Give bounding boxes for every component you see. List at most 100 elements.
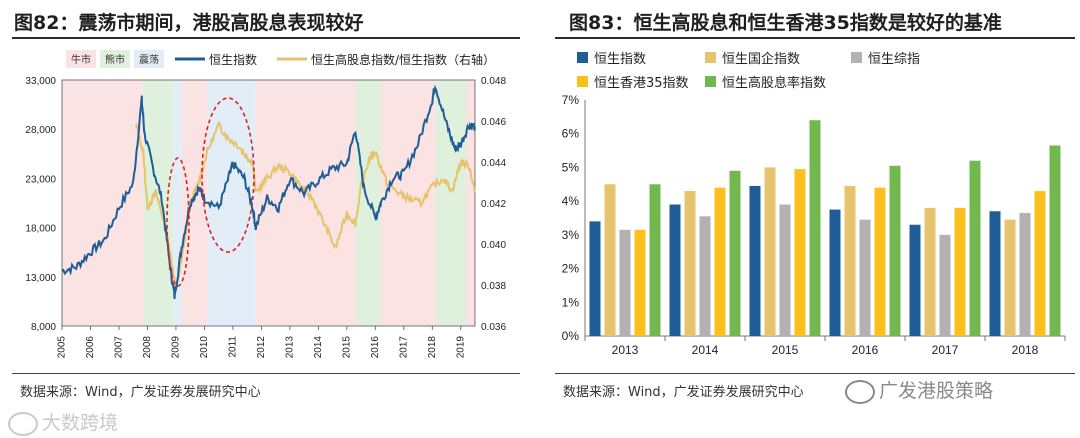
legend-label: 恒生综指 bbox=[868, 52, 920, 67]
bar-2014-3 bbox=[714, 187, 726, 336]
plot-frame bbox=[61, 79, 476, 327]
legend-regime-swatch bbox=[100, 50, 130, 68]
bar-2016-0 bbox=[829, 209, 841, 336]
bar-2013-3 bbox=[634, 229, 646, 336]
y-right-tick: 0.048 bbox=[481, 76, 506, 87]
bar-2016-1 bbox=[844, 185, 856, 336]
right-source-rule bbox=[555, 373, 1075, 374]
y-right-tick: 0.042 bbox=[481, 199, 506, 210]
left-source-rule bbox=[12, 373, 520, 374]
site-watermark: 大数跨境 bbox=[8, 408, 118, 436]
x-tick-label: 2010 bbox=[199, 336, 210, 359]
legend-swatch bbox=[705, 76, 716, 87]
legend-swatch bbox=[705, 52, 716, 63]
y-tick-label: 5% bbox=[562, 160, 580, 174]
y-tick-label: 4% bbox=[562, 194, 580, 208]
bar-2015-3 bbox=[794, 169, 806, 336]
y-right-tick: 0.040 bbox=[481, 240, 506, 251]
bar-2017-2 bbox=[939, 234, 951, 336]
y-left-tick: 18,000 bbox=[25, 224, 56, 235]
bar-2015-0 bbox=[749, 185, 761, 336]
highlight-ellipse-2010 bbox=[201, 97, 255, 253]
legend-ratio-label: 恒生高股息指数/恒生指数（右轴） bbox=[311, 52, 495, 67]
legend-label: 恒生国企指数 bbox=[722, 51, 800, 67]
y-left-tick: 13,000 bbox=[25, 273, 56, 284]
legend-swatch bbox=[851, 52, 862, 63]
bar-2014-4 bbox=[729, 170, 741, 336]
y-left-tick: 23,000 bbox=[25, 174, 56, 185]
y-left-tick: 28,000 bbox=[25, 125, 56, 136]
left-chart-title: 图82：震荡市期间，港股高股息表现较好 bbox=[14, 12, 364, 34]
site-watermark-text: 大数跨境 bbox=[42, 412, 119, 434]
series-hsi-line bbox=[61, 84, 476, 299]
x-tick-label: 2014 bbox=[692, 343, 719, 357]
legend-regime-swatch bbox=[134, 50, 164, 68]
y-right-tick: 0.036 bbox=[481, 322, 506, 333]
wechat-icon bbox=[845, 379, 875, 404]
x-tick-label: 2018 bbox=[427, 336, 438, 359]
x-tick-label: 2017 bbox=[398, 336, 409, 359]
x-tick-label: 2016 bbox=[852, 343, 879, 357]
y-left-tick: 8,000 bbox=[31, 322, 56, 333]
x-tick-label: 2014 bbox=[313, 336, 324, 359]
x-tick-label: 2011 bbox=[228, 336, 239, 358]
x-tick-label: 2018 bbox=[1012, 343, 1039, 357]
bar-2015-4 bbox=[809, 120, 821, 336]
bar-2017-0 bbox=[909, 224, 921, 336]
y-tick-label: 0% bbox=[562, 329, 580, 343]
highlight-ellipse-2009 bbox=[166, 157, 190, 287]
x-tick-label: 2013 bbox=[612, 343, 639, 357]
x-tick-label: 2006 bbox=[85, 336, 96, 359]
bar-2013-2 bbox=[619, 229, 631, 336]
x-tick-label: 2008 bbox=[142, 336, 153, 359]
bar-2018-3 bbox=[1034, 191, 1046, 336]
bar-2015-2 bbox=[779, 204, 791, 336]
regime-band-0 bbox=[62, 80, 144, 326]
y-tick-label: 2% bbox=[562, 262, 580, 276]
left-chart-panel: 图82：震荡市期间，港股高股息表现较好 8,000 13,000 18,000 23,… bbox=[0, 0, 525, 438]
y-right-tick: 0.046 bbox=[481, 117, 506, 128]
y-right-tick: 0.038 bbox=[481, 281, 506, 292]
regime-band-8 bbox=[435, 80, 467, 326]
brand-watermark: 广发港股策略 bbox=[845, 376, 993, 404]
legend-label: 恒生指数 bbox=[594, 52, 646, 67]
bar-2015-1 bbox=[764, 167, 776, 336]
x-tick-label: 2015 bbox=[341, 336, 352, 359]
y-right-tick: 0.044 bbox=[481, 158, 506, 169]
y-tick-label: 3% bbox=[562, 228, 580, 242]
x-tick-label: 2007 bbox=[114, 336, 125, 359]
y-tick-label: 1% bbox=[562, 295, 580, 309]
bar-2017-3 bbox=[954, 207, 966, 336]
legend-label: 恒生香港35指数 bbox=[594, 76, 689, 91]
right-source: 数据来源：Wind，广发证券发展研究中心 bbox=[563, 385, 804, 400]
right-title-rule bbox=[555, 37, 1075, 39]
bar-2016-2 bbox=[859, 219, 871, 336]
legend-regime-label: 熊市 bbox=[105, 53, 125, 66]
legend-label: 恒生高股息率指数 bbox=[722, 75, 826, 91]
x-tick-label: 2012 bbox=[256, 336, 267, 359]
bar-2013-4 bbox=[649, 184, 661, 336]
regime-band-9 bbox=[466, 80, 475, 326]
x-tick-label: 2017 bbox=[932, 343, 959, 357]
bar-2017-4 bbox=[969, 160, 981, 336]
x-tick-label: 2005 bbox=[57, 336, 68, 359]
right-chart-panel: 图83：恒生高股息和恒生香港35指数是较好的基准 恒生指数 恒生国企指数 恒生综指恒… bbox=[555, 0, 1080, 438]
right-chart-title: 图83：恒生高股息和恒生香港35指数是较好的基准 bbox=[569, 12, 1002, 34]
bar-2014-2 bbox=[699, 216, 711, 336]
x-tick-label: 2019 bbox=[455, 336, 466, 359]
regime-band-4 bbox=[207, 80, 256, 326]
bar-2018-1 bbox=[1004, 219, 1016, 336]
legend-swatch bbox=[577, 76, 588, 87]
y-left-tick: 33,000 bbox=[25, 76, 56, 87]
bar-2014-1 bbox=[684, 191, 696, 336]
y-tick-label: 6% bbox=[562, 127, 580, 141]
left-source: 数据来源：Wind，广发证券发展研究中心 bbox=[20, 385, 261, 400]
bar-2017-1 bbox=[924, 207, 936, 336]
logo-icon bbox=[8, 411, 38, 436]
regime-band-2 bbox=[173, 80, 182, 326]
x-tick-label: 2009 bbox=[171, 336, 182, 359]
legend-regime-swatch bbox=[66, 50, 96, 68]
left-line-chart: 8,000 13,000 18,000 23,000 28,000 33,000 0.036… bbox=[25, 50, 506, 359]
legend-swatch bbox=[577, 52, 588, 63]
